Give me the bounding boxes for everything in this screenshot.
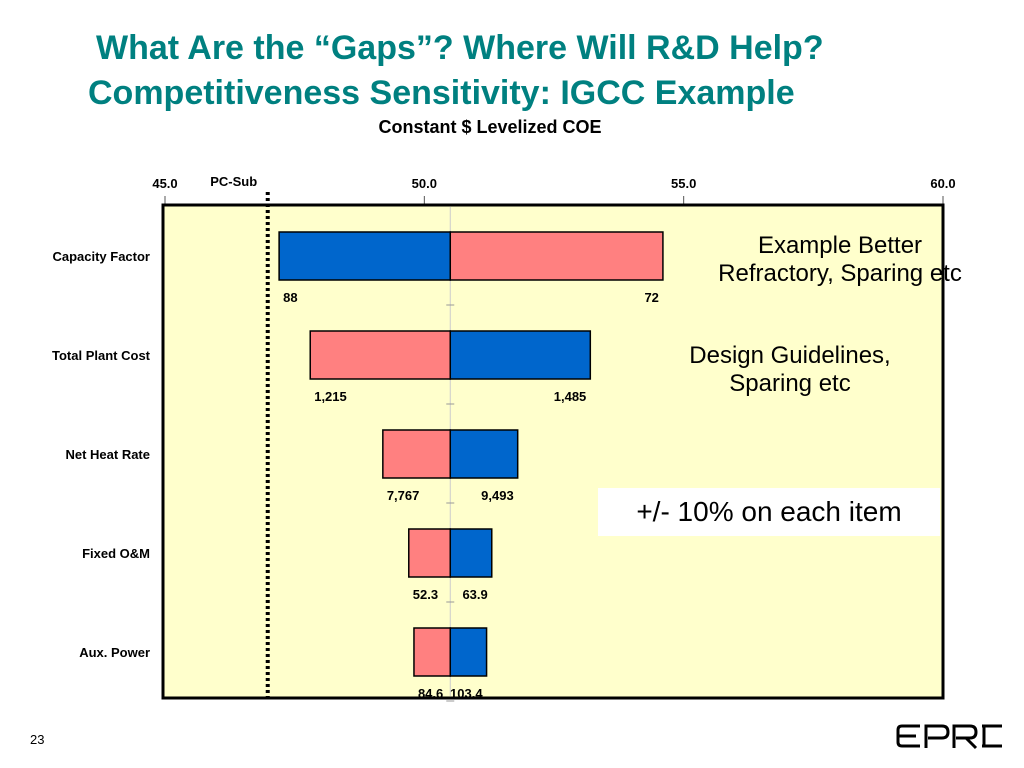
x-axis: 45.0 50.0 55.0 60.0 [152, 176, 956, 204]
x-tick-label: 55.0 [671, 176, 696, 191]
category-label: Net Heat Rate [65, 447, 150, 462]
bar-high-value-label: 9,493 [481, 488, 514, 503]
chart-title: Constant $ Levelized COE [378, 117, 602, 137]
slide-title-line-2: Competitiveness Sensitivity: IGCC Exampl… [88, 74, 795, 112]
bar-right-segment [449, 627, 488, 677]
epri-logo [896, 724, 1002, 750]
slide-title-line-1: What Are the “Gaps”? Where Will R&D Help… [96, 29, 824, 67]
bar-low-value-label: 7,767 [387, 488, 420, 503]
annotation-refractory: Example Better Refractory, Sparing etc [690, 232, 990, 288]
bar-right-segment [449, 330, 592, 380]
bar-left-segment [309, 330, 452, 380]
bar-left-segment [413, 627, 452, 677]
bar-high-value-label: 72 [644, 290, 658, 305]
category-label: Capacity Factor [52, 249, 150, 264]
category-label: Aux. Power [79, 645, 150, 660]
annotation-design-guidelines: Design Guidelines, Sparing etc [640, 342, 940, 398]
bar-high-value-label: 63.9 [462, 587, 487, 602]
bar-left-segment [278, 231, 452, 281]
bar-left-segment [408, 528, 452, 578]
x-tick-label: 50.0 [412, 176, 437, 191]
category-label: Fixed O&M [82, 546, 150, 561]
annotation-line: Example Better [757, 232, 923, 259]
bar-right-segment [449, 231, 664, 281]
category-label: Total Plant Cost [52, 348, 151, 363]
annotation-line: Design Guidelines, [689, 342, 891, 369]
bar-low-value-label: 52.3 [413, 587, 438, 602]
bar-right-segment [449, 429, 519, 479]
page-number: 23 [30, 732, 45, 747]
bar-high-value-label: 103.4 [450, 686, 483, 701]
bar-left-segment [382, 429, 452, 479]
bars: Capacity Factor 88 72 Total Plant Cost 1,215… [52, 231, 664, 702]
bar-low-value-label: 1,215 [314, 389, 347, 404]
bar-high-value-label: 1,485 [554, 389, 587, 404]
x-tick-label: 45.0 [152, 176, 177, 191]
bar-right-segment [449, 528, 493, 578]
x-tick-label: 60.0 [930, 176, 955, 191]
annotation-line: Refractory, Sparing etc [718, 260, 962, 287]
bar-low-value-label: 84.6 [418, 686, 443, 701]
plot-area [161, 203, 945, 700]
bar-low-value-label: 88 [283, 290, 297, 305]
pc-sub-label: PC-Sub [210, 174, 257, 189]
sensitivity-range-note: +/- 10% on each item [598, 488, 940, 536]
annotation-line: Sparing etc [729, 370, 851, 397]
